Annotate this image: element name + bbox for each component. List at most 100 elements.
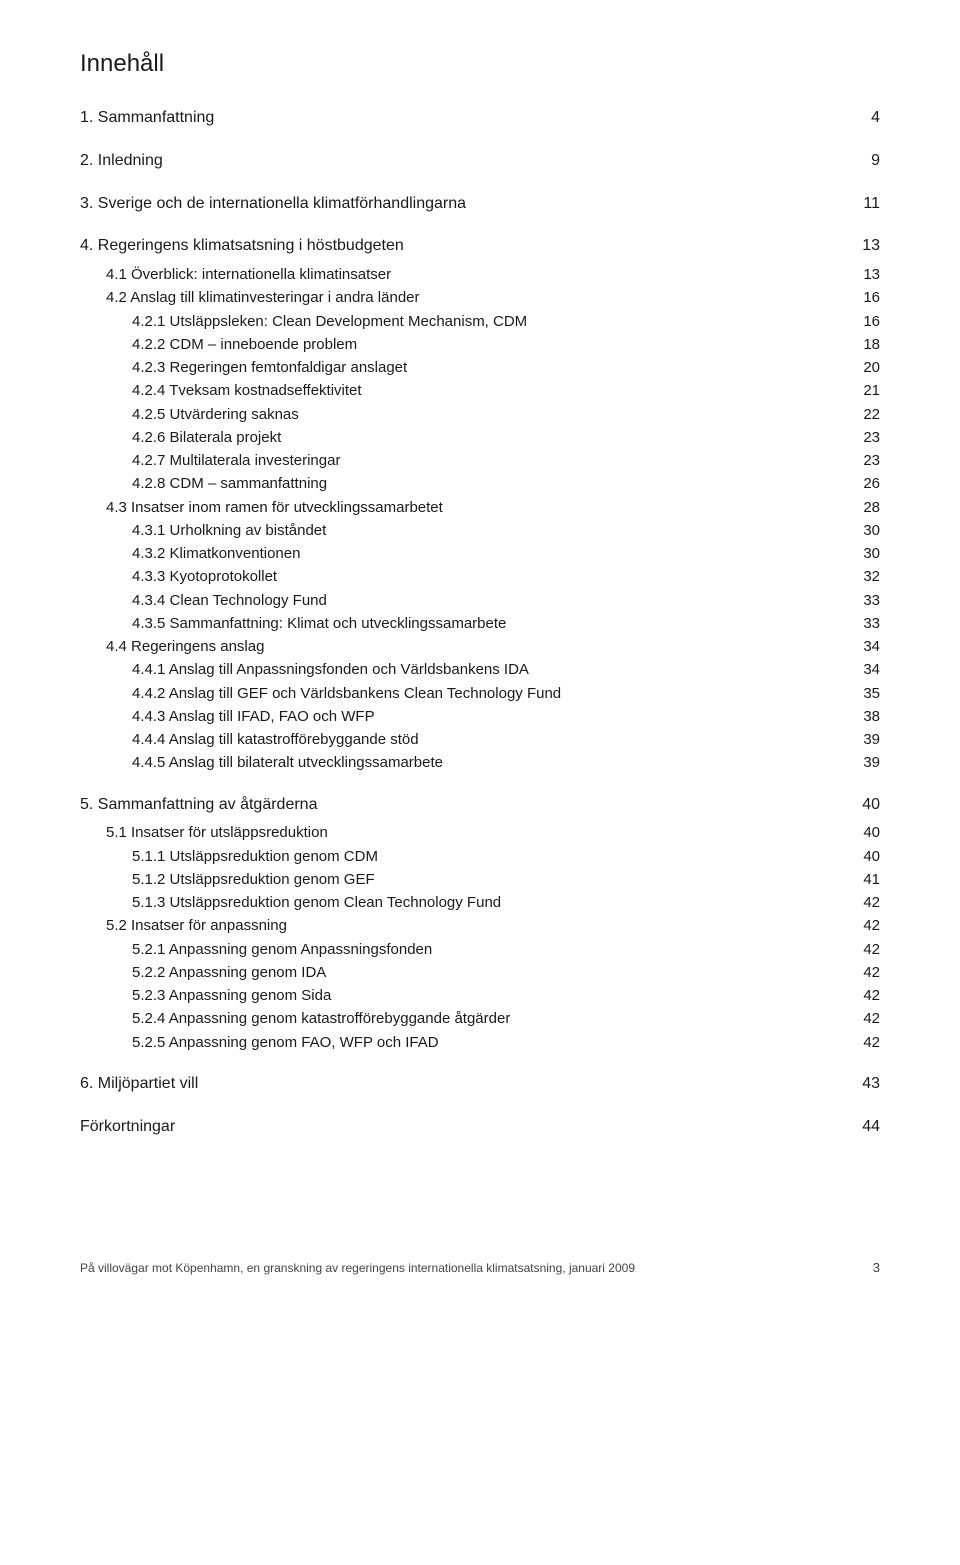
toc-entry-label: 4.2.6 Bilaterala projekt — [132, 426, 836, 449]
toc-entry-label: 5.2.4 Anpassning genom katastrofförebygg… — [132, 1007, 836, 1030]
toc-entry-label: 5.2.5 Anpassning genom FAO, WFP och IFAD — [132, 1031, 836, 1054]
toc-entry-label: 4.3.5 Sammanfattning: Klimat och utveckl… — [132, 612, 836, 635]
toc-entry-page: 38 — [856, 705, 880, 728]
toc-entry-page: 23 — [856, 449, 880, 472]
toc-entry: 4.2.7 Multilaterala investeringar 23 — [80, 449, 880, 472]
footer-page-number: 3 — [873, 1260, 880, 1275]
toc-entry-page: 42 — [856, 938, 880, 961]
toc-entry: 4.3.3 Kyotoprotokollet 32 — [80, 565, 880, 588]
toc-entry: 4.4.4 Anslag till katastrofförebyggande … — [80, 728, 880, 751]
toc-entry-page: 30 — [856, 519, 880, 542]
toc-entry-label: 1. Sammanfattning — [80, 106, 836, 131]
toc-entry-page: 13 — [856, 234, 880, 259]
toc-entry-label: 4.2.7 Multilaterala investeringar — [132, 449, 836, 472]
toc-entry-page: 4 — [856, 106, 880, 131]
toc-entry-page: 9 — [856, 149, 880, 174]
toc-entry-label: 5.1.3 Utsläppsreduktion genom Clean Tech… — [132, 891, 836, 914]
toc-entry-label: 4.4.1 Anslag till Anpassningsfonden och … — [132, 658, 836, 681]
toc-entry: 5.2 Insatser för anpassning 42 — [80, 914, 880, 937]
toc-entry-label: 3. Sverige och de internationella klimat… — [80, 192, 836, 217]
toc-entry: 6. Miljöpartiet vill 43 — [80, 1072, 880, 1097]
toc-entry: 4.1 Överblick: internationella klimatins… — [80, 263, 880, 286]
toc-entry-page: 28 — [856, 496, 880, 519]
toc-entry-page: 34 — [856, 635, 880, 658]
toc-entry-page: 42 — [856, 1007, 880, 1030]
toc-entry-page: 26 — [856, 472, 880, 495]
toc-entry: 5.1.3 Utsläppsreduktion genom Clean Tech… — [80, 891, 880, 914]
toc-entry-label: 4.4.3 Anslag till IFAD, FAO och WFP — [132, 705, 836, 728]
toc-entry: 4.2.8 CDM – sammanfattning 26 — [80, 472, 880, 495]
toc-entry-page: 44 — [856, 1115, 880, 1140]
footer-text: På villovägar mot Köpenhamn, en granskni… — [80, 1261, 635, 1275]
toc-entry-page: 33 — [856, 589, 880, 612]
toc-entry-page: 21 — [856, 379, 880, 402]
toc-entry: 4.2.3 Regeringen femtonfaldigar anslaget… — [80, 356, 880, 379]
toc-entry-page: 35 — [856, 682, 880, 705]
toc-entry-page: 13 — [856, 263, 880, 286]
toc-entry-label: 4.2.4 Tveksam kostnadseffektivitet — [132, 379, 836, 402]
toc-entry-label: 4.4.4 Anslag till katastrofförebyggande … — [132, 728, 836, 751]
toc-entry-page: 40 — [856, 821, 880, 844]
toc-entry-label: 4.3.4 Clean Technology Fund — [132, 589, 836, 612]
toc-entry-page: 42 — [856, 1031, 880, 1054]
toc-entry-page: 33 — [856, 612, 880, 635]
toc-entry: 4.4.5 Anslag till bilateralt utvecklings… — [80, 751, 880, 774]
toc-entry: 5.1.2 Utsläppsreduktion genom GEF41 — [80, 868, 880, 891]
toc-entry-page: 30 — [856, 542, 880, 565]
toc-entry-page: 39 — [856, 728, 880, 751]
toc-entry-page: 40 — [856, 793, 880, 818]
toc-entry-page: 41 — [856, 868, 880, 891]
toc-entry-label: 4.2 Anslag till klimatinvesteringar i an… — [106, 286, 836, 309]
toc-entry: 5.2.1 Anpassning genom Anpassningsfonden… — [80, 938, 880, 961]
toc-entry: 5.2.4 Anpassning genom katastrofförebygg… — [80, 1007, 880, 1030]
toc-entry: 5. Sammanfattning av åtgärderna40 — [80, 793, 880, 818]
toc-entry: 4.3.4 Clean Technology Fund 33 — [80, 589, 880, 612]
toc-entry-page: 39 — [856, 751, 880, 774]
toc-entry: 5.2.5 Anpassning genom FAO, WFP och IFAD… — [80, 1031, 880, 1054]
toc-entry-page: 23 — [856, 426, 880, 449]
toc-entry-label: 4.1 Överblick: internationella klimatins… — [106, 263, 836, 286]
toc-entry: 4.3 Insatser inom ramen för utvecklingss… — [80, 496, 880, 519]
toc-entry-label: 2. Inledning — [80, 149, 836, 174]
toc-entry-page: 16 — [856, 310, 880, 333]
toc-entry-label: 6. Miljöpartiet vill — [80, 1072, 836, 1097]
toc-entry-label: 4.2.8 CDM – sammanfattning — [132, 472, 836, 495]
toc-entry-label: 4.4.2 Anslag till GEF och Världsbankens … — [132, 682, 836, 705]
toc-entry: 4.2.5 Utvärdering saknas22 — [80, 403, 880, 426]
page-title: Innehåll — [80, 50, 880, 78]
table-of-contents: 1. Sammanfattning 4 2. Inledning 9 3. Sverig… — [80, 106, 880, 1140]
toc-entry-page: 42 — [856, 961, 880, 984]
toc-entry-label: 4. Regeringens klimatsatsning i höstbudg… — [80, 234, 836, 259]
toc-entry: 4.3.5 Sammanfattning: Klimat och utveckl… — [80, 612, 880, 635]
toc-entry-page: 18 — [856, 333, 880, 356]
toc-entry-page: 40 — [856, 845, 880, 868]
toc-entry: Förkortningar44 — [80, 1115, 880, 1140]
toc-entry: 4.2.4 Tveksam kostnadseffektivitet 21 — [80, 379, 880, 402]
toc-entry-label: 4.3 Insatser inom ramen för utvecklingss… — [106, 496, 836, 519]
toc-entry-label: 5.2.2 Anpassning genom IDA — [132, 961, 836, 984]
toc-entry: 4.4.1 Anslag till Anpassningsfonden och … — [80, 658, 880, 681]
toc-entry: 4.2.1 Utsläppsleken: Clean Development M… — [80, 310, 880, 333]
toc-entry-page: 11 — [856, 192, 880, 217]
toc-entry: 4.3.2 Klimatkonventionen30 — [80, 542, 880, 565]
toc-entry-page: 16 — [856, 286, 880, 309]
toc-entry-label: 4.4 Regeringens anslag — [106, 635, 836, 658]
toc-entry-label: 5.2 Insatser för anpassning — [106, 914, 836, 937]
toc-entry-label: 5.1 Insatser för utsläppsreduktion — [106, 821, 836, 844]
toc-entry-page: 42 — [856, 891, 880, 914]
toc-entry: 4.4.2 Anslag till GEF och Världsbankens … — [80, 682, 880, 705]
toc-entry: 5.1.1 Utsläppsreduktion genom CDM40 — [80, 845, 880, 868]
toc-entry: 2. Inledning 9 — [80, 149, 880, 174]
toc-entry-page: 43 — [856, 1072, 880, 1097]
toc-entry-page: 42 — [856, 984, 880, 1007]
toc-entry-label: 4.3.3 Kyotoprotokollet — [132, 565, 836, 588]
toc-entry-label: 4.2.3 Regeringen femtonfaldigar anslaget — [132, 356, 836, 379]
toc-entry: 5.1 Insatser för utsläppsreduktion 40 — [80, 821, 880, 844]
toc-entry: 3. Sverige och de internationella klimat… — [80, 192, 880, 217]
toc-entry: 4.2 Anslag till klimatinvesteringar i an… — [80, 286, 880, 309]
toc-entry-page: 32 — [856, 565, 880, 588]
toc-entry-label: 5.2.3 Anpassning genom Sida — [132, 984, 836, 1007]
toc-entry-label: 5.2.1 Anpassning genom Anpassningsfonden — [132, 938, 836, 961]
toc-entry-page: 42 — [856, 914, 880, 937]
toc-entry-page: 34 — [856, 658, 880, 681]
